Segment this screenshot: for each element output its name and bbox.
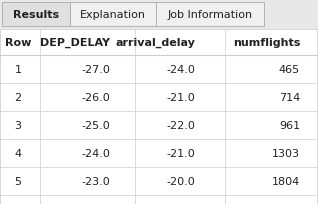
Text: Job Information: Job Information: [168, 10, 252, 20]
Text: arrival_delay: arrival_delay: [115, 38, 195, 48]
Text: numflights: numflights: [233, 38, 300, 48]
Text: Results: Results: [13, 10, 59, 20]
Bar: [2, 3, 70, 27]
Text: 465: 465: [279, 65, 300, 75]
Bar: [0, 30, 318, 204]
Text: -20.0: -20.0: [166, 176, 195, 186]
Text: Explanation: Explanation: [80, 10, 146, 20]
Text: -24.0: -24.0: [166, 65, 195, 75]
Text: -21.0: -21.0: [166, 93, 195, 102]
Text: -27.0: -27.0: [81, 65, 110, 75]
Text: -26.0: -26.0: [81, 93, 110, 102]
Text: Row: Row: [5, 38, 31, 48]
Text: 1804: 1804: [272, 176, 300, 186]
Text: -22.0: -22.0: [166, 120, 195, 130]
Text: 1: 1: [15, 65, 22, 75]
Text: 961: 961: [279, 120, 300, 130]
Text: 5: 5: [15, 176, 22, 186]
Text: -21.0: -21.0: [166, 148, 195, 158]
Text: 3: 3: [15, 120, 22, 130]
Text: 2: 2: [14, 93, 22, 102]
Text: 714: 714: [279, 93, 300, 102]
Text: -24.0: -24.0: [81, 148, 110, 158]
Bar: [70, 3, 156, 27]
Text: 1303: 1303: [272, 148, 300, 158]
Bar: [156, 3, 264, 27]
Text: DEP_DELAY: DEP_DELAY: [40, 38, 110, 48]
Text: 4: 4: [14, 148, 22, 158]
Text: -25.0: -25.0: [81, 120, 110, 130]
Text: -23.0: -23.0: [81, 176, 110, 186]
Bar: [0, 0, 318, 31]
